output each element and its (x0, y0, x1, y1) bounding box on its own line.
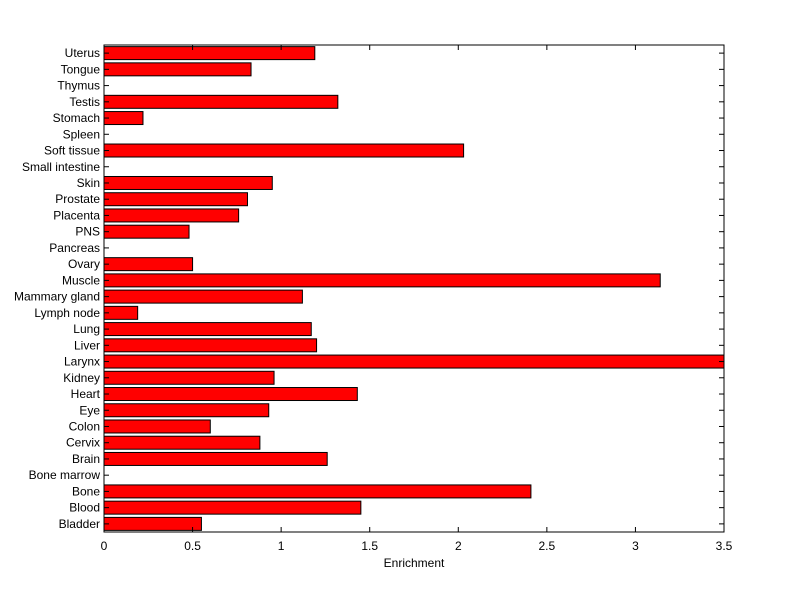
bar-ovary (103, 257, 194, 272)
bar-mammary-gland (103, 289, 303, 304)
category-label: Ovary (68, 257, 100, 271)
category-label: Pancreas (49, 241, 100, 255)
category-label: Brain (72, 452, 100, 466)
category-labels: Bladder Blood Bone Bone marrow Brain Cervix Co… (14, 46, 101, 531)
bar-eye (103, 403, 270, 418)
bar-testis (103, 94, 339, 109)
category-label: Liver (74, 338, 100, 352)
category-label: Lung (73, 322, 100, 336)
bar-larynx (103, 354, 725, 369)
category-label: Kidney (63, 371, 100, 385)
x-tick-label: 3.5 (716, 539, 733, 553)
category-label: Bone marrow (29, 468, 101, 482)
category-label: Thymus (57, 79, 100, 93)
category-label: Prostate (55, 192, 100, 206)
bar-brain (103, 451, 328, 466)
bar-muscle (103, 273, 661, 288)
x-tick-label: 2.5 (539, 539, 556, 553)
plot-frame (103, 44, 725, 533)
bar-liver (103, 338, 318, 353)
x-tick-label: 3 (632, 539, 639, 553)
category-label: Blood (69, 501, 100, 515)
bar-kidney (103, 370, 275, 385)
category-label: Spleen (63, 127, 100, 141)
category-label: PNS (75, 225, 100, 239)
x-tick-label: 0.5 (184, 539, 201, 553)
category-label: Muscle (62, 273, 100, 287)
category-label: Uterus (65, 46, 100, 60)
category-label: Larynx (64, 355, 100, 369)
category-label: Skin (77, 176, 100, 190)
x-tick-label: 0 (101, 539, 108, 553)
category-label: Mammary gland (14, 290, 100, 304)
bar-pns (103, 224, 190, 239)
bar-lymph-node (103, 305, 139, 320)
category-label: Small intestine (22, 160, 100, 174)
bar-bone (103, 484, 532, 499)
category-label: Soft tissue (44, 144, 100, 158)
x-tick-label: 1.5 (361, 539, 378, 553)
bar-skin (103, 175, 273, 190)
category-label: Colon (69, 419, 100, 433)
category-label: Placenta (53, 208, 100, 222)
category-label: Testis (69, 95, 100, 109)
bar-tongue (103, 62, 252, 77)
category-label: Cervix (66, 436, 100, 450)
category-label: Eye (79, 403, 100, 417)
bar-cervix (103, 435, 261, 450)
category-label: Bone (72, 484, 100, 498)
bar-soft-tissue (103, 143, 465, 158)
bars-group (103, 46, 725, 531)
category-label: Lymph node (34, 306, 100, 320)
bar-bladder (103, 516, 202, 531)
bar-heart (103, 387, 358, 402)
bar-blood (103, 500, 362, 515)
category-label: Bladder (59, 517, 100, 531)
x-tick-labels: 0 0.5 1 1.5 2 2.5 3 3.5 (101, 539, 733, 553)
ticks-group (103, 45, 725, 532)
x-axis-label: Enrichment (384, 556, 445, 570)
category-label: Stomach (53, 111, 100, 125)
bar-stomach (103, 111, 144, 126)
bar-lung (103, 322, 312, 337)
bar-placenta (103, 208, 240, 223)
bar-prostate (103, 192, 248, 207)
x-tick-label: 2 (455, 539, 462, 553)
category-label: Heart (71, 387, 101, 401)
bar-uterus (103, 46, 316, 61)
x-tick-label: 1 (278, 539, 285, 553)
category-label: Tongue (61, 62, 101, 76)
bar-colon (103, 419, 211, 434)
